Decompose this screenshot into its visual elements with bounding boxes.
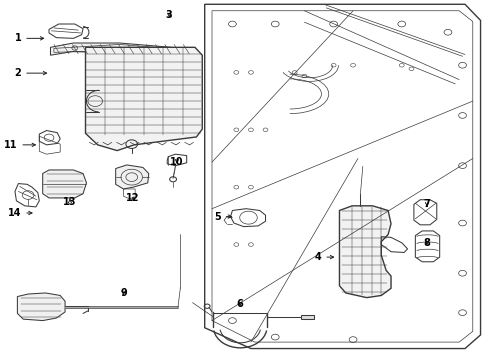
Polygon shape (300, 315, 314, 319)
Polygon shape (116, 165, 149, 189)
Text: 12: 12 (126, 193, 140, 203)
Text: 8: 8 (423, 238, 431, 248)
Text: 10: 10 (170, 157, 184, 167)
Polygon shape (50, 43, 193, 55)
Polygon shape (18, 293, 65, 320)
Text: 2: 2 (15, 68, 47, 78)
Polygon shape (205, 4, 481, 348)
Text: 14: 14 (8, 208, 32, 218)
Polygon shape (43, 170, 86, 198)
Polygon shape (340, 206, 391, 298)
Text: 4: 4 (315, 252, 334, 262)
Text: 13: 13 (63, 197, 77, 207)
Text: 3: 3 (166, 10, 172, 20)
Text: 9: 9 (120, 288, 127, 298)
Text: 7: 7 (424, 199, 430, 209)
Text: 11: 11 (4, 140, 35, 150)
Text: 1: 1 (15, 33, 44, 43)
Polygon shape (86, 47, 202, 150)
Text: 5: 5 (214, 212, 231, 221)
Text: 6: 6 (237, 299, 244, 309)
